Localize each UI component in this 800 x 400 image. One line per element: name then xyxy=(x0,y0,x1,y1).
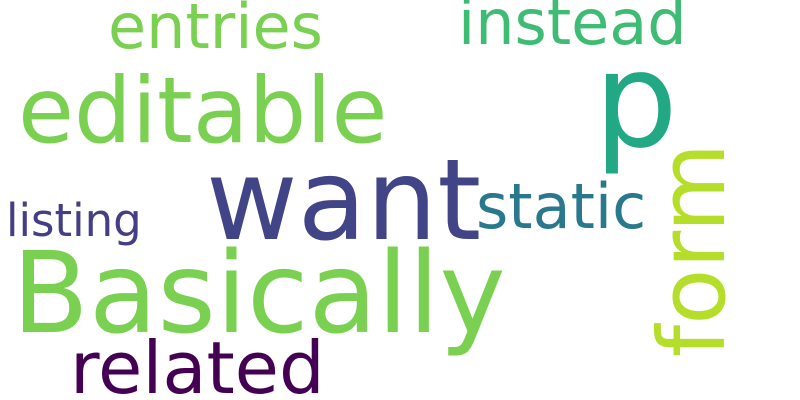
word-related: related xyxy=(70,326,325,400)
word-form: form xyxy=(639,142,746,358)
word-p: p xyxy=(594,24,678,178)
word-instead: instead xyxy=(458,0,687,59)
word-listing: listing xyxy=(6,194,142,247)
word-want: want xyxy=(206,136,482,266)
word-static: static xyxy=(476,170,647,243)
word-entries: entries xyxy=(108,0,323,63)
word-editable: editable xyxy=(18,59,388,164)
word-basically: Basically xyxy=(12,229,506,359)
